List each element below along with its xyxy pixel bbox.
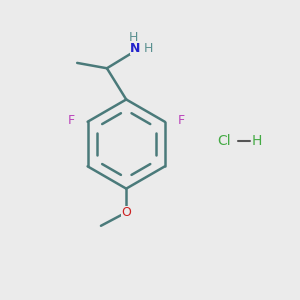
Text: Cl: Cl [218,134,231,148]
Text: O: O [121,206,131,219]
Text: F: F [178,114,185,127]
Text: H: H [144,42,153,55]
Text: N: N [130,42,140,55]
Text: H: H [129,31,138,44]
Text: H: H [252,134,262,148]
Text: F: F [68,114,75,127]
